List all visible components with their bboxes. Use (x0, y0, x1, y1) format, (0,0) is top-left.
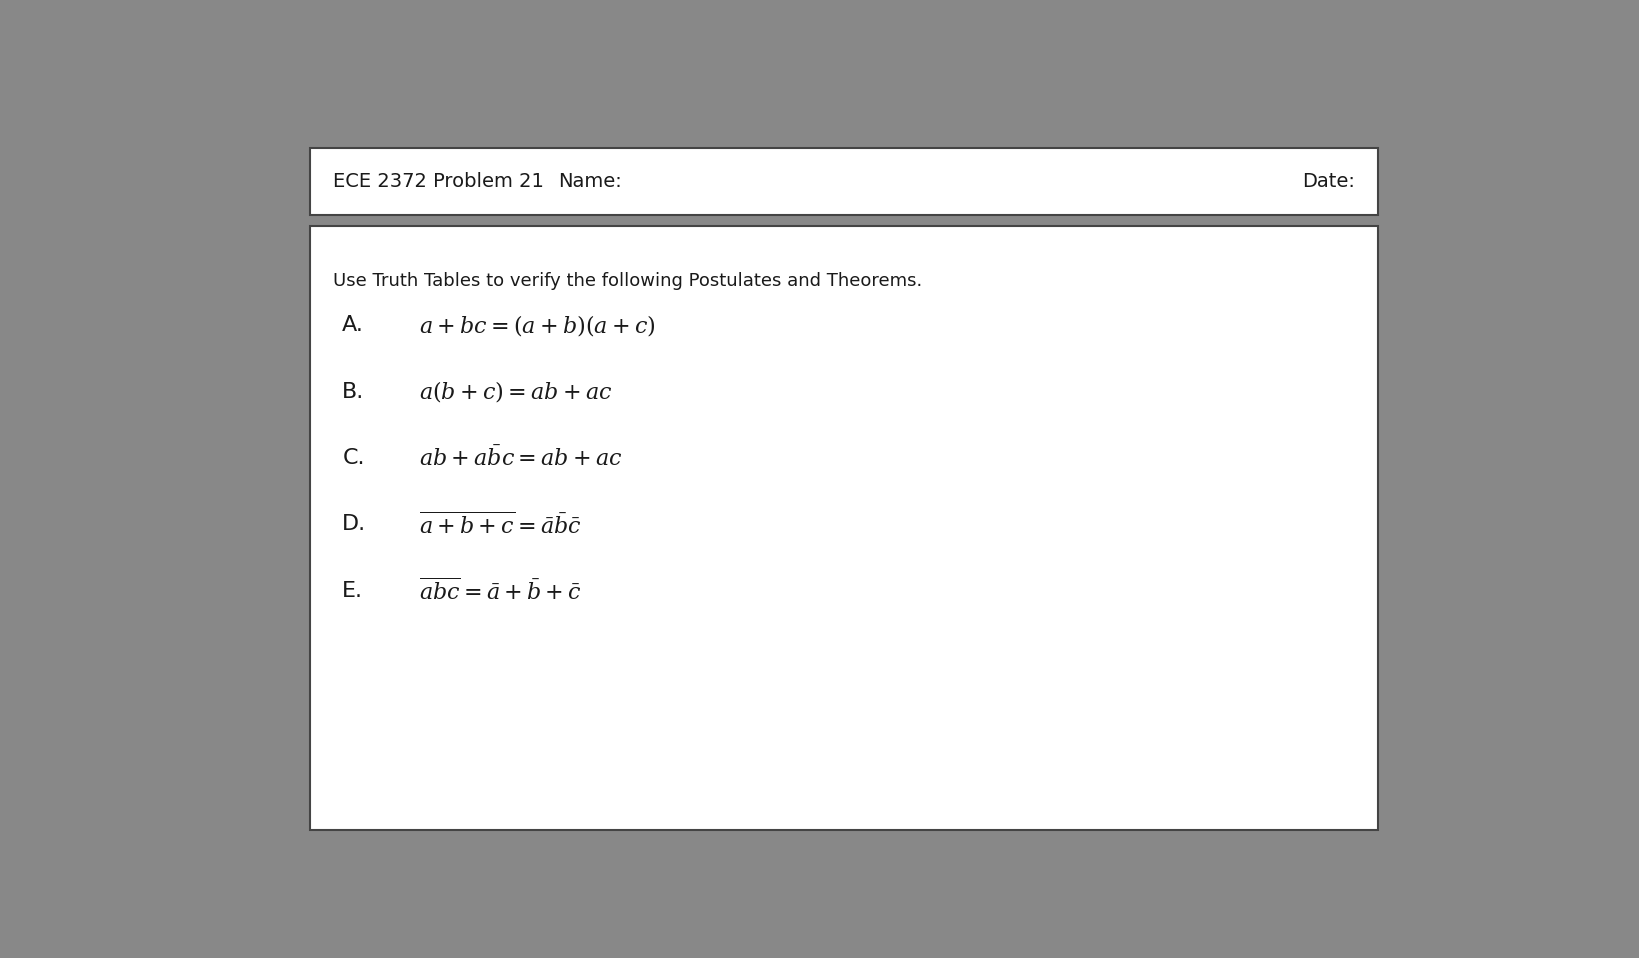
Text: $\overline{abc} = \bar{a} + \bar{b} + \bar{c}$: $\overline{abc} = \bar{a} + \bar{b} + \b… (418, 578, 580, 604)
Text: Name:: Name: (557, 171, 621, 191)
Text: C.: C. (343, 448, 364, 468)
FancyBboxPatch shape (310, 226, 1377, 831)
Text: Date:: Date: (1301, 171, 1354, 191)
Text: Use Truth Tables to verify the following Postulates and Theorems.: Use Truth Tables to verify the following… (333, 272, 923, 290)
FancyBboxPatch shape (310, 148, 1377, 215)
Text: $ab + a\bar{b}c = ab + ac$: $ab + a\bar{b}c = ab + ac$ (418, 445, 621, 470)
Text: $a(b + c) = ab + ac$: $a(b + c) = ab + ac$ (418, 379, 611, 404)
Text: $\overline{a + b + c} = \bar{a}\bar{b}\bar{c}$: $\overline{a + b + c} = \bar{a}\bar{b}\b… (418, 512, 580, 537)
Text: $a + bc = (a + b)(a + c)$: $a + bc = (a + b)(a + c)$ (418, 312, 654, 337)
Text: D.: D. (343, 514, 365, 535)
Text: ECE 2372 Problem 21: ECE 2372 Problem 21 (333, 171, 544, 191)
Text: A.: A. (343, 315, 364, 335)
Text: B.: B. (343, 381, 364, 401)
Text: E.: E. (343, 581, 364, 601)
